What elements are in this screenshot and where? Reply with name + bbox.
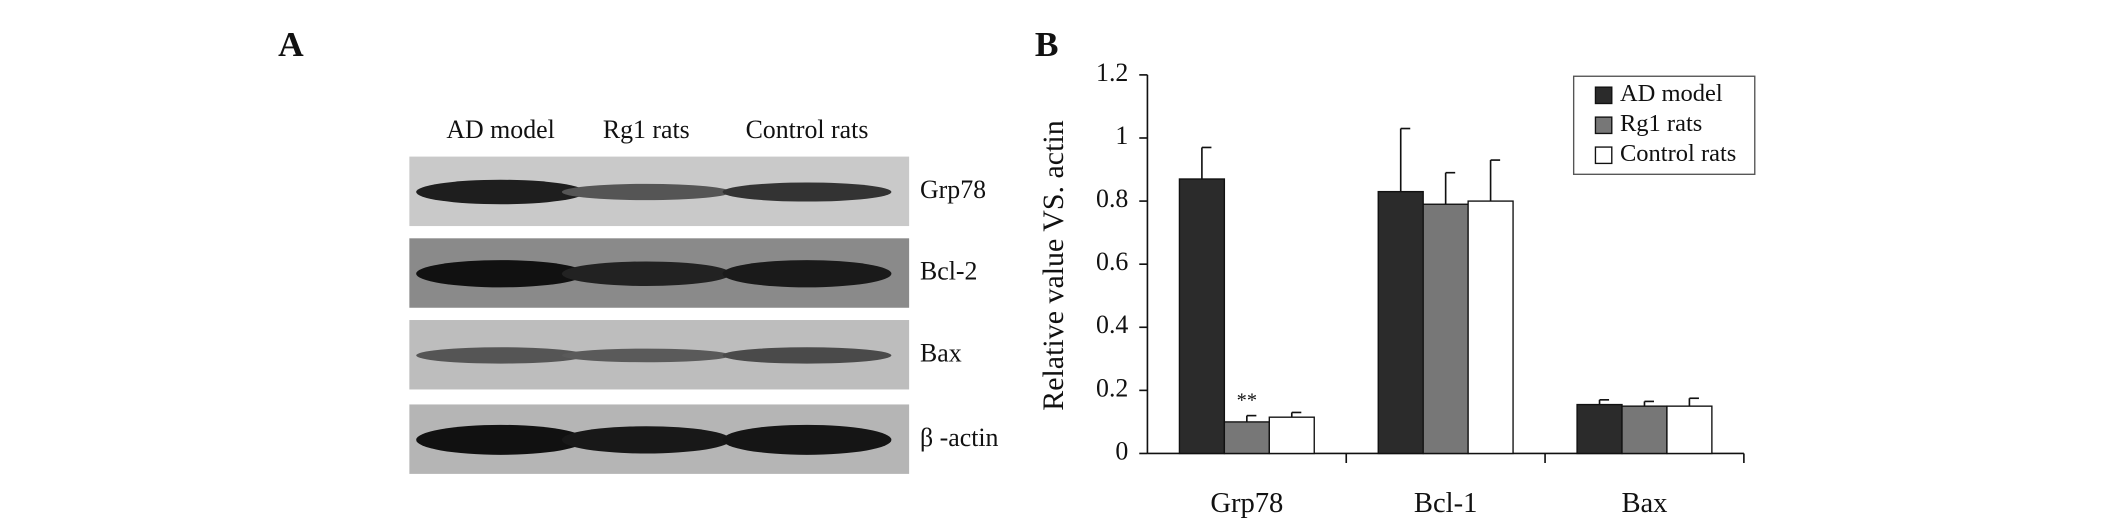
y-tick-label: 0.2 xyxy=(1096,373,1128,402)
lane-label: Control rats xyxy=(746,115,869,144)
lane-label: Rg1 rats xyxy=(603,115,690,144)
bar xyxy=(1621,405,1668,455)
blot-band xyxy=(561,426,731,454)
bar xyxy=(1377,190,1424,455)
blot-band xyxy=(722,182,892,202)
bar xyxy=(1666,405,1713,455)
legend-swatch xyxy=(1594,86,1613,105)
blot-band xyxy=(722,347,892,364)
band-label: Bcl-2 xyxy=(920,257,977,286)
legend-label: Control rats xyxy=(1620,140,1736,167)
blot-band xyxy=(722,424,892,455)
panel-label: A xyxy=(278,24,304,64)
annotation: ** xyxy=(1237,390,1257,412)
bar xyxy=(1467,200,1514,455)
blot-band xyxy=(561,348,731,363)
legend-label: Rg1 rats xyxy=(1620,110,1702,137)
y-tick-label: 0.6 xyxy=(1096,247,1128,276)
x-tick-label: Grp78 xyxy=(1210,488,1283,519)
y-tick-label: 0.8 xyxy=(1096,184,1128,213)
bar xyxy=(1576,403,1623,455)
bar xyxy=(1178,178,1226,455)
blot-band xyxy=(561,183,731,201)
y-tick-label: 1 xyxy=(1115,121,1128,150)
x-tick-label: Bax xyxy=(1621,488,1667,519)
legend-swatch xyxy=(1594,146,1613,165)
band-label: Bax xyxy=(920,338,962,367)
y-tick-label: 0.4 xyxy=(1096,310,1128,339)
bar xyxy=(1422,203,1469,455)
y-tick-label: 0 xyxy=(1115,436,1128,465)
blot-band xyxy=(722,260,892,288)
lane-label: AD model xyxy=(446,115,554,144)
y-tick-label: 1.2 xyxy=(1096,58,1128,87)
x-tick-label: Bcl-1 xyxy=(1414,488,1478,519)
blot-band xyxy=(416,179,586,205)
panel-label: B xyxy=(1035,24,1059,64)
bar xyxy=(1268,416,1315,455)
blot-band xyxy=(416,260,586,288)
legend-swatch xyxy=(1594,116,1613,135)
blot-band xyxy=(416,347,586,364)
y-axis-label: Relative value VS. actin xyxy=(1037,120,1070,410)
bar xyxy=(1223,421,1270,455)
blot-band xyxy=(561,261,731,286)
legend-label: AD model xyxy=(1620,80,1723,107)
blot-band xyxy=(416,424,586,455)
band-label: β -actin xyxy=(920,423,999,452)
band-label: Grp78 xyxy=(920,175,986,204)
